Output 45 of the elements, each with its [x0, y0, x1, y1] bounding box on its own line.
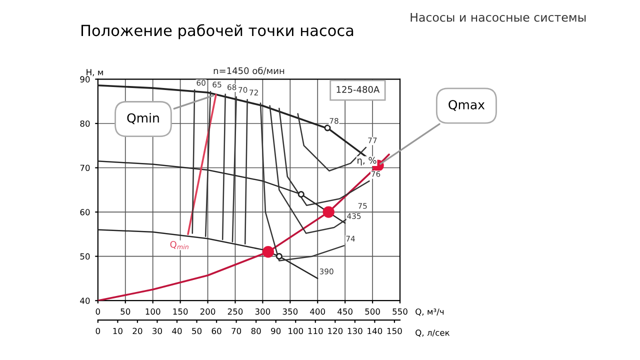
- y-tick-label: 70: [80, 164, 90, 172]
- y-tick-label: 50: [80, 253, 90, 260]
- x2-tick-label: 40: [172, 328, 182, 334]
- x2-tick-label: 60: [212, 328, 222, 334]
- x2-tick-label: 130: [348, 328, 362, 334]
- y-tick-label: 90: [80, 76, 90, 82]
- x-tick-label: 150: [173, 308, 188, 315]
- x-tick-label: 300: [255, 308, 270, 315]
- x2-tick-label: 30: [152, 328, 162, 334]
- x-tick-label: 0: [96, 308, 100, 315]
- chart-title: Положение рабочей точки насоса: [82, 24, 354, 40]
- y-tick-label: 40: [80, 298, 90, 304]
- text: n=1450 об/мин: [214, 66, 284, 75]
- x2-tick-label: 70: [232, 328, 242, 334]
- x-tick-label: 500: [365, 308, 380, 315]
- y-tick-label: 80: [80, 120, 90, 127]
- x2-tick-label: 20: [132, 328, 142, 334]
- x-tick-label: 50: [120, 308, 130, 315]
- y-axis-title: H, м: [86, 69, 103, 76]
- x-tick-label: 350: [282, 308, 298, 315]
- x2-axis-title: Q, л/сек: [416, 330, 450, 337]
- x-tick-label: 550: [392, 308, 408, 315]
- x-tick-label: 200: [200, 308, 216, 315]
- x-tick-label: 250: [228, 308, 243, 315]
- annotation: Qmax: [448, 100, 485, 111]
- x2-tick-label: 150: [387, 328, 402, 334]
- x2-tick-label: 0: [96, 328, 100, 334]
- x2-tick-label: 100: [288, 328, 304, 334]
- x2-tick-label: 90: [271, 328, 281, 334]
- x2-tick-label: 10: [113, 328, 122, 334]
- x2-tick-label: 120: [328, 328, 343, 334]
- x2-tick-label: 50: [192, 328, 202, 334]
- annotation: Qmin: [127, 113, 159, 124]
- y-tick-label: 60: [80, 209, 90, 216]
- annotation: η, %: [358, 156, 376, 166]
- annotation: 125-480A: [336, 86, 380, 93]
- x-axis-title: Q, м³/ч: [416, 308, 444, 316]
- x2-tick-label: 110: [308, 328, 323, 334]
- annotation: Q$_{min}$: [170, 240, 188, 250]
- x2-tick-label: 80: [251, 328, 261, 334]
- x2-tick-label: 140: [368, 328, 382, 334]
- text: Насосы и насосные системы: [410, 12, 586, 22]
- x-tick-label: 450: [338, 308, 352, 315]
- x-tick-label: 400: [310, 308, 326, 315]
- x-tick-label: 100: [146, 308, 160, 315]
